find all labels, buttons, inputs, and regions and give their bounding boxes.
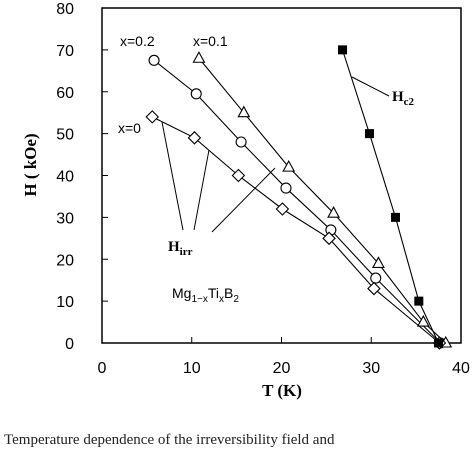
series-layer — [145, 45, 453, 350]
data-point — [235, 136, 247, 148]
data-point — [231, 168, 246, 183]
compound-sub3: 2 — [233, 294, 239, 305]
series-line — [342, 49, 440, 344]
y-tick-label: 80 — [56, 1, 74, 18]
data-point — [371, 256, 385, 268]
data-point — [416, 314, 430, 327]
compound-mid: Ti — [208, 285, 219, 301]
y-tick-label: 20 — [56, 252, 74, 269]
series-x-0-2 — [148, 54, 446, 349]
compound-end: B — [224, 285, 233, 301]
y-axis-title: H ( kOe) — [21, 133, 40, 196]
hirr-leader-1 — [161, 121, 184, 231]
figure-caption: Temperature dependence of the irreversib… — [4, 432, 335, 448]
data-point — [434, 338, 444, 348]
data-point — [322, 231, 336, 246]
data-point — [370, 272, 382, 284]
data-point — [237, 105, 251, 118]
y-tick-label: 0 — [65, 336, 74, 353]
data-point — [390, 212, 400, 222]
data-point — [187, 131, 202, 145]
x-tick-label: 40 — [452, 360, 470, 377]
data-point — [338, 45, 348, 55]
data-point — [275, 202, 290, 216]
series-label-x02: x=0.2 — [120, 33, 155, 49]
series-hc2 — [338, 45, 444, 348]
data-point — [282, 159, 296, 172]
data-point — [327, 206, 340, 218]
compound-main: Mg — [172, 285, 191, 301]
compound-label: Mg1−xTixB2 — [172, 285, 239, 305]
compound-sub2: x — [219, 294, 224, 305]
hc2-label-sub: c2 — [404, 96, 415, 108]
series-line — [152, 116, 440, 344]
x-tick-label: 10 — [183, 360, 201, 377]
y-tick-label: 30 — [56, 210, 74, 227]
hirr-leader-3 — [211, 167, 276, 233]
hirr-label-main: H — [168, 239, 180, 255]
data-point — [367, 281, 381, 296]
y-tick-label: 50 — [56, 127, 74, 144]
data-point — [280, 182, 292, 194]
data-point — [192, 51, 206, 63]
compound-sub1: 1−x — [191, 294, 207, 305]
y-tick-label: 40 — [56, 169, 74, 186]
hirr-label: Hirr — [168, 239, 193, 258]
hc2-leader-line — [351, 76, 390, 97]
data-point — [148, 54, 160, 66]
y-tick-label: 70 — [56, 43, 74, 60]
hc2-label: Hc2 — [392, 89, 415, 108]
series-label-x01: x=0.1 — [193, 33, 228, 49]
data-point — [190, 88, 202, 100]
data-point — [414, 296, 424, 306]
y-tick-label: 60 — [56, 85, 74, 102]
series-x-0 — [145, 110, 447, 350]
hirr-leader-2 — [193, 149, 210, 231]
series-x-0-1 — [192, 51, 453, 348]
hirr-label-sub: irr — [180, 246, 193, 258]
x-tick-label: 0 — [98, 360, 107, 377]
y-tick-label: 10 — [56, 294, 74, 311]
data-point — [364, 129, 374, 139]
x-tick-label: 30 — [362, 360, 380, 377]
chart: 0 10 20 30 40 0 10 20 30 40 50 60 70 80 T (K) H ( kOe… — [21, 1, 470, 400]
x-axis-title: T (K) — [262, 381, 302, 400]
series-label-x0: x=0 — [118, 120, 141, 136]
x-tick-label: 20 — [273, 360, 291, 377]
data-point — [145, 110, 160, 124]
axes: 0 10 20 30 40 0 10 20 30 40 50 60 70 80 — [56, 1, 470, 377]
hc2-label-main: H — [392, 89, 404, 105]
